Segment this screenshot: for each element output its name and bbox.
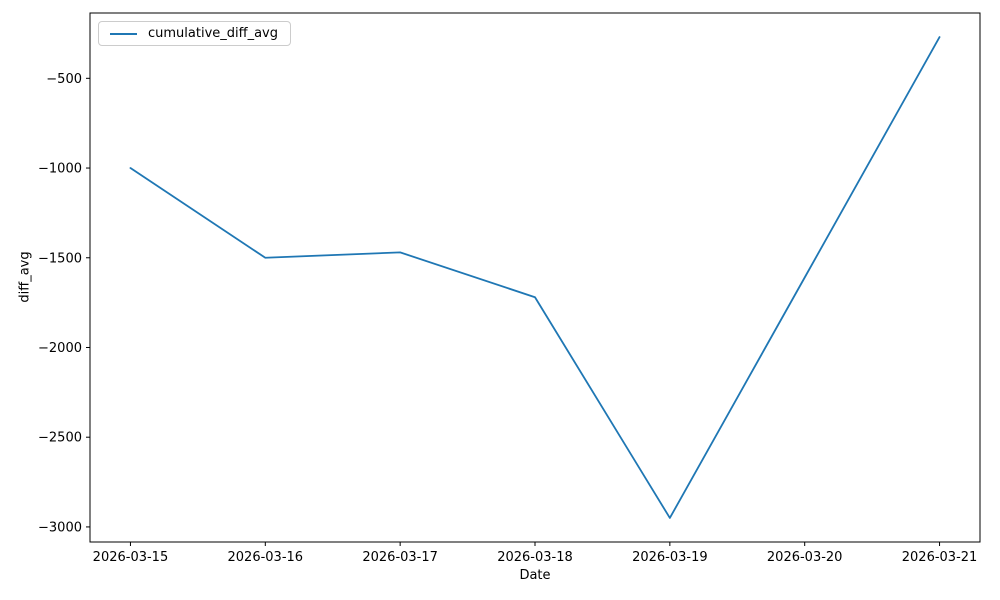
legend-line-sample <box>110 32 137 35</box>
axes-layer: 2026-03-15 2026-03-16 2026-03-17 2026-03-18… <box>38 12 981 565</box>
y-tick-label: −3000 <box>38 520 82 535</box>
x-tick-label: 2026-03-20 <box>767 550 843 565</box>
y-tick-label: −1000 <box>38 162 82 177</box>
series-line <box>129 36 941 519</box>
x-tick-label: 2026-03-16 <box>228 550 304 565</box>
y-tick-label: −2500 <box>38 431 82 446</box>
y-tick-label: −500 <box>46 72 82 87</box>
y-tick-label: −1500 <box>38 251 82 266</box>
axes-frame <box>89 12 981 543</box>
x-axis-label: Date <box>519 568 551 583</box>
x-tick-label: 2026-03-21 <box>902 550 978 565</box>
series-layer <box>129 36 941 519</box>
y-tick-label: −2000 <box>38 341 82 356</box>
x-tick-label: 2026-03-15 <box>93 550 169 565</box>
x-tick-label: 2026-03-17 <box>362 550 438 565</box>
legend: cumulative_diff_avg <box>98 21 291 46</box>
x-tick-label: 2026-03-18 <box>497 550 573 565</box>
legend-label: cumulative_diff_avg <box>148 26 278 41</box>
x-tick-label: 2026-03-19 <box>632 550 708 565</box>
y-axis-label: diff_avg <box>17 251 33 303</box>
